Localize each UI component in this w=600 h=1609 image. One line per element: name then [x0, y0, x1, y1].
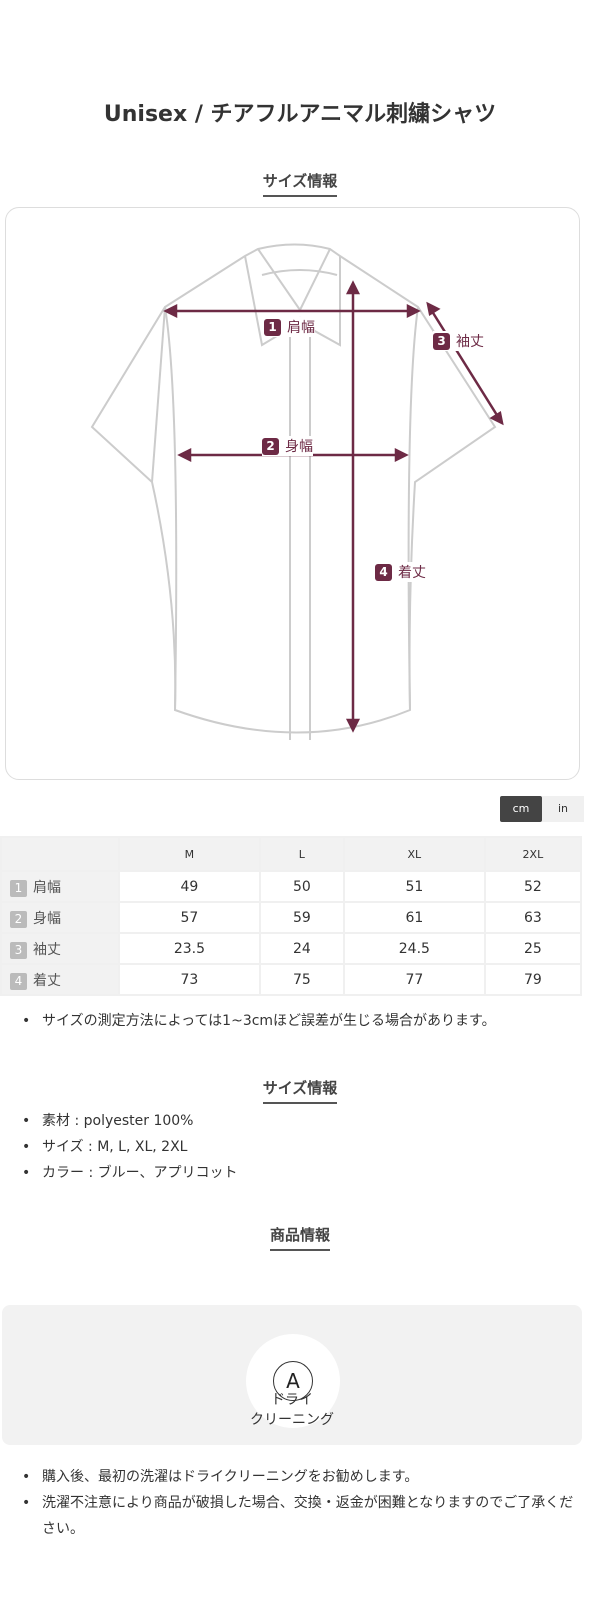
care-label: ドライ クリーニング: [250, 1392, 334, 1428]
col-header: 2XL: [483, 836, 583, 872]
size-note: サイズの測定方法によっては1~3cmほど誤差が生じる場合があります。: [22, 1008, 496, 1034]
shirt-diagram: [90, 243, 504, 740]
info-list: 素材 : polyester 100% サイズ : M, L, XL, 2XL …: [22, 1108, 237, 1186]
size-section-heading: サイズ情報: [0, 170, 600, 197]
col-header: XL: [342, 836, 486, 872]
table-row: 1 肩幅 49 50 51 52: [0, 870, 583, 903]
unit-in-button[interactable]: in: [542, 796, 584, 822]
sleeve-arrow: [428, 307, 502, 421]
info-section-heading: サイズ情報: [0, 1077, 600, 1104]
product-title: Unisex / チアフルアニマル刺繍シャツ: [103, 102, 497, 127]
label-length: 4 着丈: [375, 562, 426, 582]
col-header: M: [118, 836, 261, 872]
list-item: 購入後、最初の洗濯はドライクリーニングをお勧めします。: [22, 1464, 582, 1490]
table-row: 4 着丈 73 75 77 79: [0, 963, 583, 996]
care-notes: 購入後、最初の洗濯はドライクリーニングをお勧めします。 洗濯不注意により商品が破…: [22, 1464, 582, 1542]
col-header: L: [258, 836, 345, 872]
list-item: 素材 : polyester 100%: [22, 1108, 237, 1134]
dry-clean-icon: A: [273, 1361, 313, 1401]
size-table: M L XL 2XL 1 肩幅 49 50 51 52 2 身幅 57 59 61 63 3 袖丈 23…: [0, 836, 583, 996]
list-item: 洗濯不注意により商品が破損した場合、交換・返金が困難となりますのでご了承ください…: [22, 1490, 582, 1542]
size-note-list: サイズの測定方法によっては1~3cmほど誤差が生じる場合があります。: [22, 1008, 496, 1034]
unit-toggle: cm in: [500, 796, 584, 822]
table-row: 3 袖丈 23.5 24 24.5 25: [0, 932, 583, 965]
label-shoulder: 1 肩幅: [264, 317, 315, 337]
unit-cm-button[interactable]: cm: [500, 796, 542, 822]
shirt-outline: [90, 243, 497, 740]
list-item: サイズ : M, L, XL, 2XL: [22, 1134, 237, 1160]
product-section-heading: 商品情報: [0, 1224, 600, 1251]
size-diagram-box: [5, 207, 580, 780]
list-item: カラー : ブルー、アプリコット: [22, 1160, 237, 1186]
table-row: 2 身幅 57 59 61 63: [0, 901, 583, 934]
label-body-width: 2 身幅: [262, 436, 313, 456]
label-sleeve: 3 袖丈: [433, 331, 484, 351]
